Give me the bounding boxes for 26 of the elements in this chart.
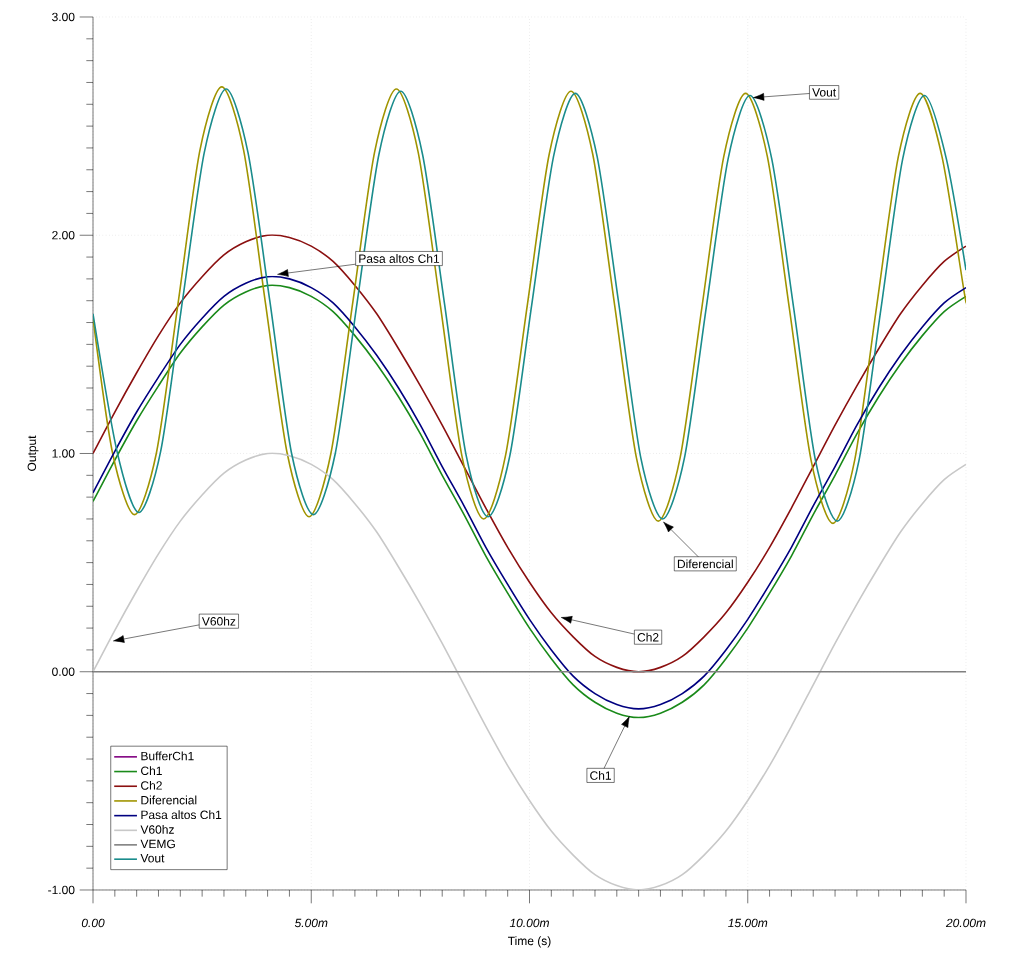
x-tick-label: 5.00m	[294, 918, 328, 928]
x-axis-title: Time (s)	[508, 936, 551, 948]
legend-label: Vout	[140, 854, 165, 863]
annotation: Ch2	[637, 632, 659, 642]
y-tick-label: 1.00	[52, 449, 75, 458]
annotation: Vout	[812, 88, 837, 97]
annotation: Ch1	[590, 770, 611, 780]
y-tick-label: 2.00	[52, 230, 75, 240]
legend-label: Ch1	[141, 766, 162, 776]
annotation: Diferencial	[677, 559, 733, 569]
legend-label: VEMG	[140, 839, 175, 849]
legend-label: Ch2	[141, 780, 162, 790]
y-tick-label: 0.00	[52, 667, 75, 676]
annotation: Pasa altos Ch1	[359, 254, 440, 263]
legend-label: Diferencial	[141, 795, 197, 805]
y-axis-title: Output	[27, 435, 39, 471]
x-tick-label: 10.00m	[509, 918, 549, 928]
y-tick-label: 3.00	[52, 12, 75, 22]
y-tick-label: -1.00	[48, 885, 75, 895]
x-tick-label: 20.00m	[945, 918, 986, 928]
annotation: V60hz	[201, 616, 236, 626]
legend-label: BufferCh1	[141, 751, 194, 761]
x-tick-label: 15.00m	[728, 918, 768, 928]
legend-label: Pasa altos Ch1	[141, 810, 222, 820]
legend-label: V60hz	[140, 824, 174, 834]
x-tick-label: 0.00	[81, 918, 105, 928]
